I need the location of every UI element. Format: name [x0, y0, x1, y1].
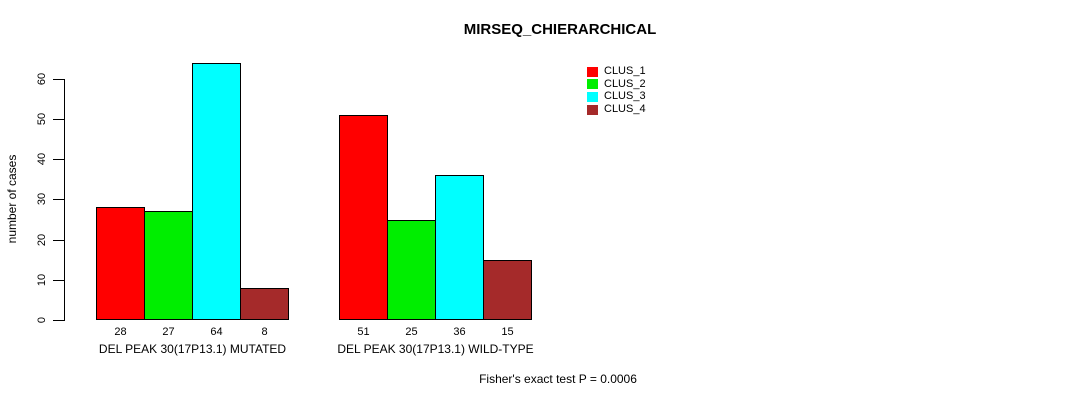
bar-value-label: 28 — [114, 326, 127, 338]
x-group-label: DEL PEAK 30(17P13.1) WILD-TYPE — [337, 342, 534, 356]
y-tick-label: 50 — [36, 112, 48, 126]
y-tick-label: 20 — [36, 233, 48, 246]
bar-value-label: 51 — [357, 326, 370, 338]
y-tick-label: 0 — [36, 316, 48, 324]
bar-clus_3-group1 — [192, 63, 241, 320]
bar-value-label: 27 — [162, 326, 175, 338]
legend-item-clus_2: CLUS_2 — [587, 77, 646, 90]
stat-test-annotation: Fisher's exact test P = 0.0006 — [479, 372, 637, 386]
bar-clus_1-group2 — [339, 115, 388, 320]
y-tick — [53, 159, 64, 161]
y-tick — [53, 199, 64, 201]
y-tick-label: 40 — [36, 153, 48, 166]
legend-label: CLUS_4 — [604, 103, 646, 116]
legend-swatch-icon — [587, 91, 598, 102]
y-tick — [53, 78, 64, 80]
legend-item-clus_3: CLUS_3 — [587, 91, 646, 102]
y-tick-label: 60 — [36, 72, 48, 85]
bar-clus_2-group1 — [144, 211, 193, 320]
bar-value-label: 15 — [501, 326, 514, 338]
bar-clus_4-group2 — [483, 260, 532, 320]
legend-label: CLUS_1 — [604, 65, 646, 77]
y-tick-label: 30 — [36, 193, 48, 206]
legend-label: CLUS_3 — [604, 90, 646, 103]
bar-clus_1-group1 — [96, 207, 145, 320]
legend-item-clus_1: CLUS_1 — [587, 66, 646, 77]
legend-item-clus_4: CLUS_4 — [587, 104, 646, 115]
legend-swatch-icon — [587, 66, 598, 77]
legend-swatch-icon — [587, 79, 598, 90]
legend-label: CLUS_2 — [604, 77, 646, 90]
y-tick — [53, 279, 64, 281]
y-tick — [53, 239, 64, 241]
bar-value-label: 64 — [210, 326, 223, 338]
bar-value-label: 25 — [405, 326, 418, 338]
y-tick-label: 10 — [36, 273, 48, 286]
bar-value-label: 36 — [453, 326, 466, 338]
bar-clus_3-group2 — [435, 175, 484, 320]
chart-title: MIRSEQ_CHIERARCHICAL — [463, 21, 657, 38]
x-group-label: DEL PEAK 30(17P13.1) MUTATED — [98, 342, 287, 356]
y-tick — [53, 119, 64, 120]
bar-value-label: 8 — [261, 326, 268, 338]
y-axis-line — [64, 78, 65, 321]
bar-clus_2-group2 — [387, 220, 436, 320]
y-tick — [53, 320, 64, 321]
y-axis-title: number of cases — [5, 154, 19, 244]
legend-swatch-icon — [587, 104, 598, 115]
bar-clus_4-group1 — [240, 288, 289, 320]
